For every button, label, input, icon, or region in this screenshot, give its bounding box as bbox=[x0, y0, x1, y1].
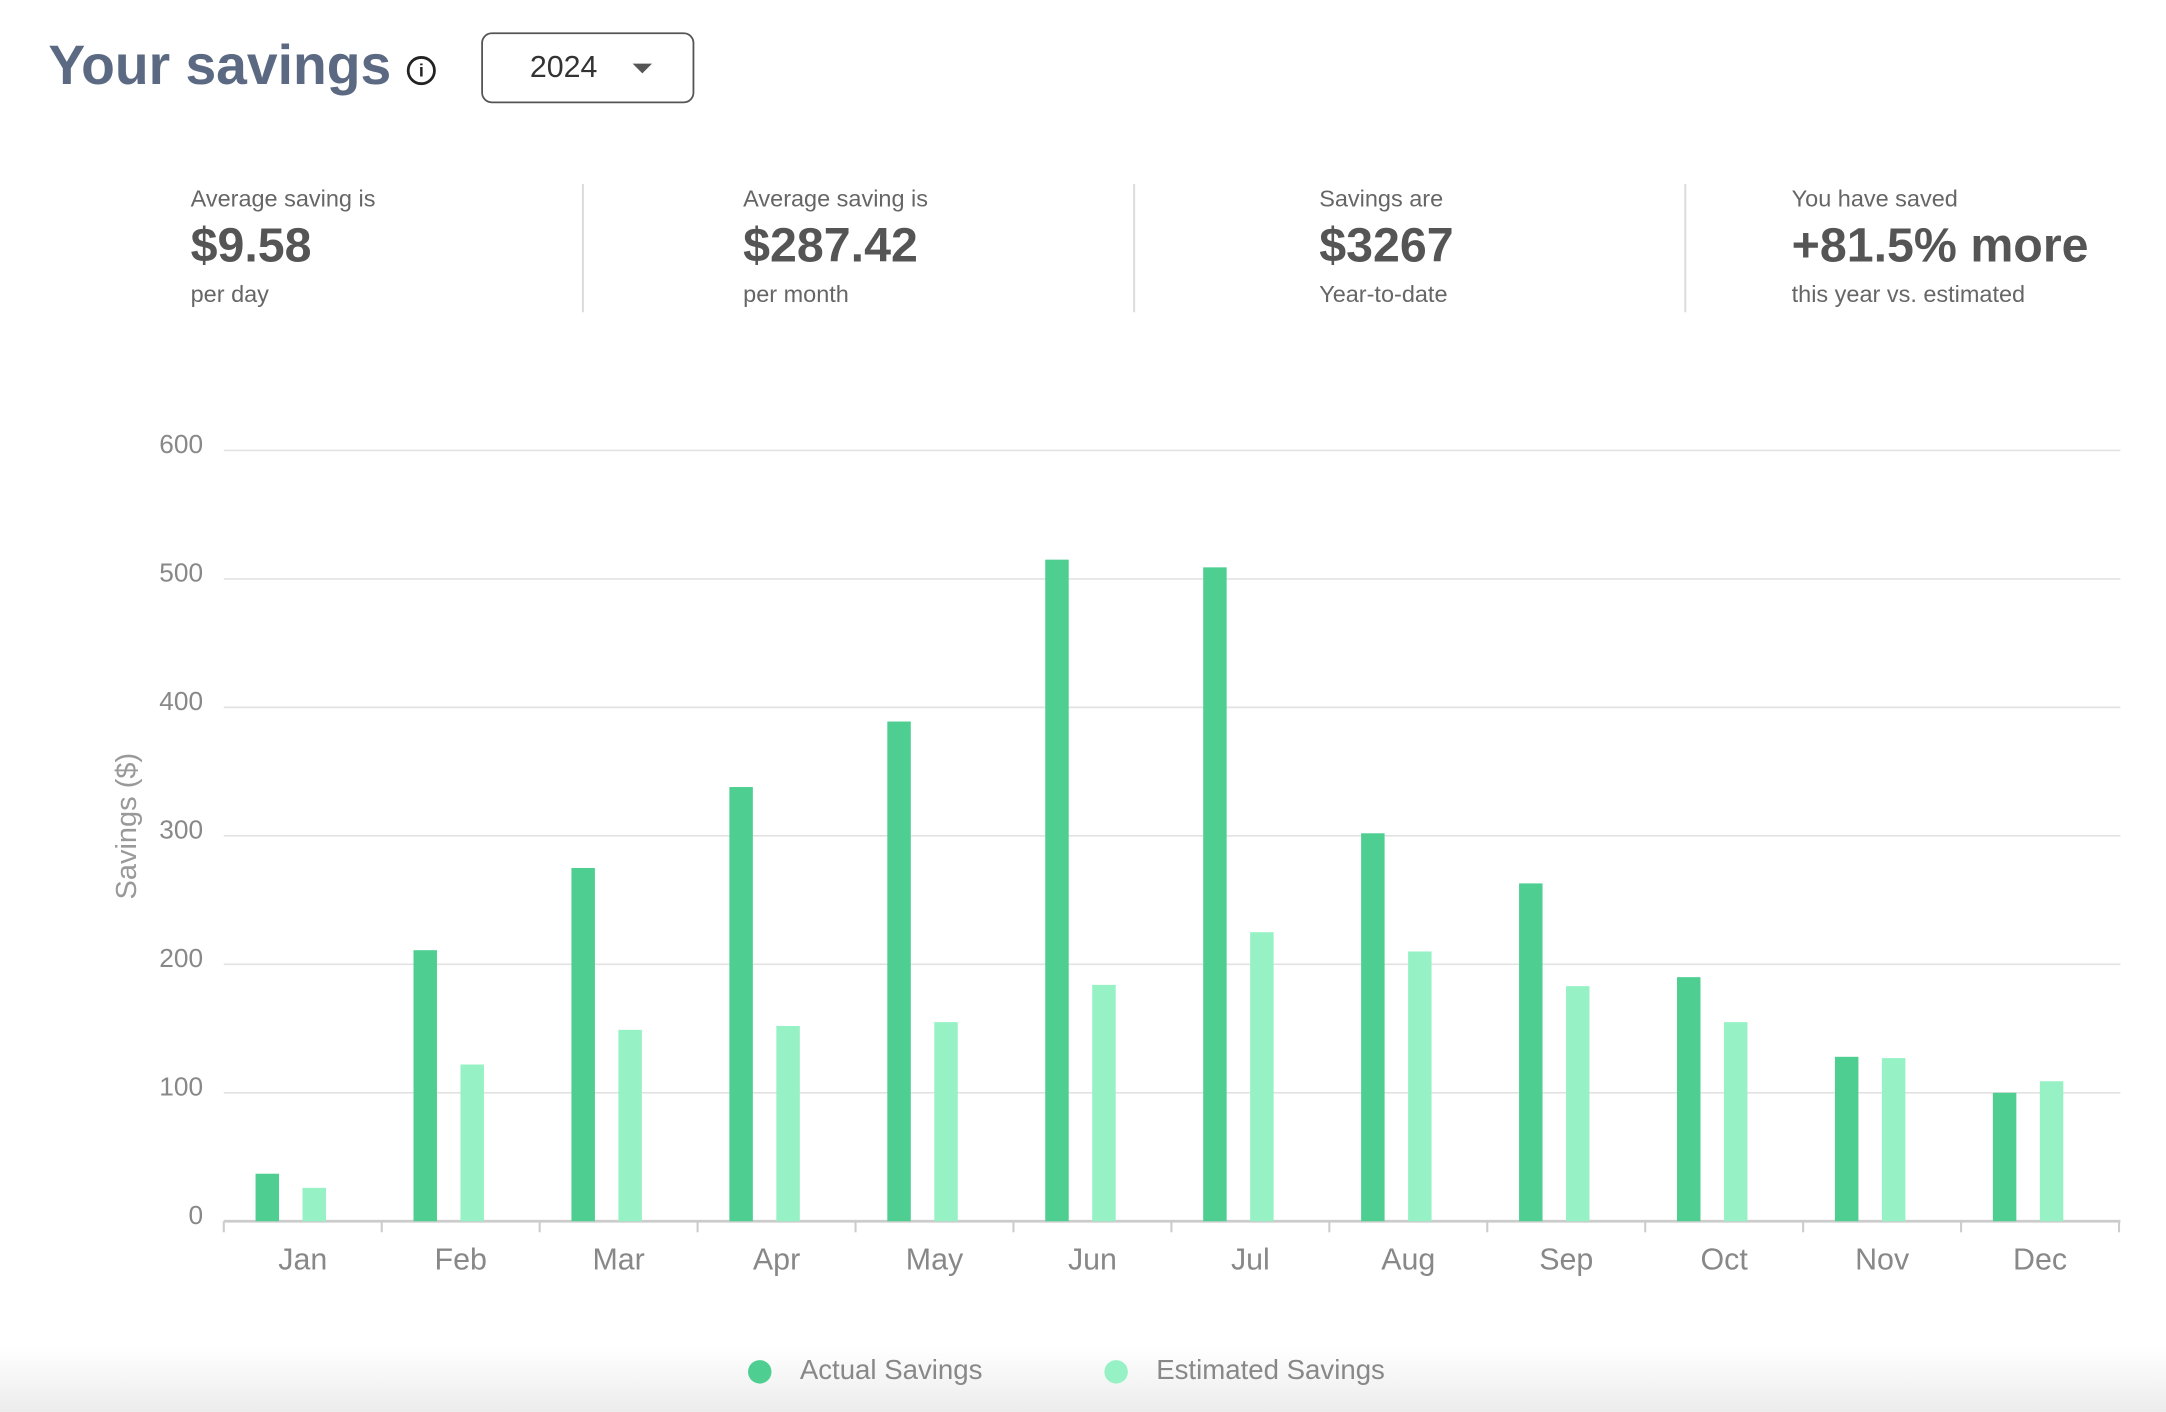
y-tick-label: 300 bbox=[159, 815, 203, 845]
bar bbox=[618, 1029, 642, 1222]
x-tick-label: Mar bbox=[592, 1242, 644, 1276]
y-axis-label: Savings ($) bbox=[111, 753, 143, 900]
bar bbox=[1092, 984, 1116, 1222]
stat-value: $9.58 bbox=[191, 219, 312, 273]
y-tick-label: 0 bbox=[188, 1200, 203, 1230]
x-tick-label: Nov bbox=[1855, 1242, 1910, 1276]
bar bbox=[1203, 567, 1227, 1222]
bar bbox=[1881, 1058, 1906, 1222]
bar bbox=[1723, 1022, 1748, 1222]
bar bbox=[1676, 977, 1701, 1222]
x-tick-label: Jan bbox=[278, 1242, 327, 1276]
bar bbox=[1361, 833, 1385, 1222]
bar bbox=[776, 1025, 800, 1222]
info-icon[interactable]: i bbox=[406, 56, 436, 86]
stat-value: $287.42 bbox=[743, 219, 918, 273]
stat-sub: Year-to-date bbox=[1319, 281, 1447, 307]
bar bbox=[1408, 951, 1432, 1222]
bar bbox=[460, 1064, 484, 1222]
x-tick-label: Aug bbox=[1381, 1242, 1435, 1276]
y-tick-label: 200 bbox=[159, 943, 203, 973]
legend-label: Actual Savings bbox=[800, 1354, 983, 1385]
y-tick-label: 400 bbox=[159, 686, 203, 716]
stat-label: Savings are bbox=[1319, 186, 1443, 212]
stat-label: Average saving is bbox=[191, 186, 376, 212]
bottom-fade bbox=[0, 1346, 2166, 1412]
legend-swatch bbox=[1104, 1360, 1128, 1384]
x-tick-label: Feb bbox=[435, 1242, 487, 1276]
bar bbox=[1250, 932, 1274, 1222]
bar bbox=[255, 1173, 280, 1222]
bar bbox=[729, 787, 753, 1222]
bar bbox=[2039, 1081, 2064, 1222]
bar bbox=[1045, 559, 1069, 1222]
stat-value: +81.5% more bbox=[1792, 219, 2089, 273]
x-tick-label: Apr bbox=[753, 1242, 800, 1276]
stat-sub: per day bbox=[191, 281, 270, 307]
stat-sub: per month bbox=[743, 281, 849, 307]
stat-value: $3267 bbox=[1319, 219, 1453, 273]
stat-sub: this year vs. estimated bbox=[1792, 281, 2025, 307]
stat-label: You have saved bbox=[1792, 186, 1958, 212]
year-value: 2024 bbox=[530, 50, 598, 84]
legend-label: Estimated Savings bbox=[1156, 1354, 1385, 1385]
svg-text:i: i bbox=[419, 61, 424, 81]
page-title: Your savings bbox=[48, 34, 391, 96]
bar bbox=[1834, 1056, 1859, 1222]
y-tick-label: 100 bbox=[159, 1072, 203, 1102]
year-dropdown[interactable]: 2024 bbox=[481, 32, 695, 104]
x-tick-label: Jun bbox=[1068, 1242, 1117, 1276]
bar bbox=[302, 1187, 327, 1222]
bar bbox=[934, 1022, 958, 1222]
bar bbox=[1566, 986, 1590, 1222]
stat-label: Average saving is bbox=[743, 186, 928, 212]
x-tick-label: Dec bbox=[2013, 1242, 2067, 1276]
x-tick-label: Sep bbox=[1539, 1242, 1593, 1276]
y-tick-label: 500 bbox=[159, 558, 203, 588]
bar bbox=[413, 950, 437, 1222]
bar bbox=[887, 721, 911, 1222]
x-tick-label: May bbox=[906, 1242, 964, 1276]
bar bbox=[571, 867, 595, 1222]
x-tick-label: Jul bbox=[1231, 1242, 1270, 1276]
bar bbox=[1519, 883, 1543, 1222]
legend-swatch bbox=[748, 1360, 772, 1384]
x-tick-label: Oct bbox=[1701, 1242, 1749, 1276]
y-tick-label: 600 bbox=[159, 429, 203, 459]
bar bbox=[1992, 1092, 2017, 1222]
